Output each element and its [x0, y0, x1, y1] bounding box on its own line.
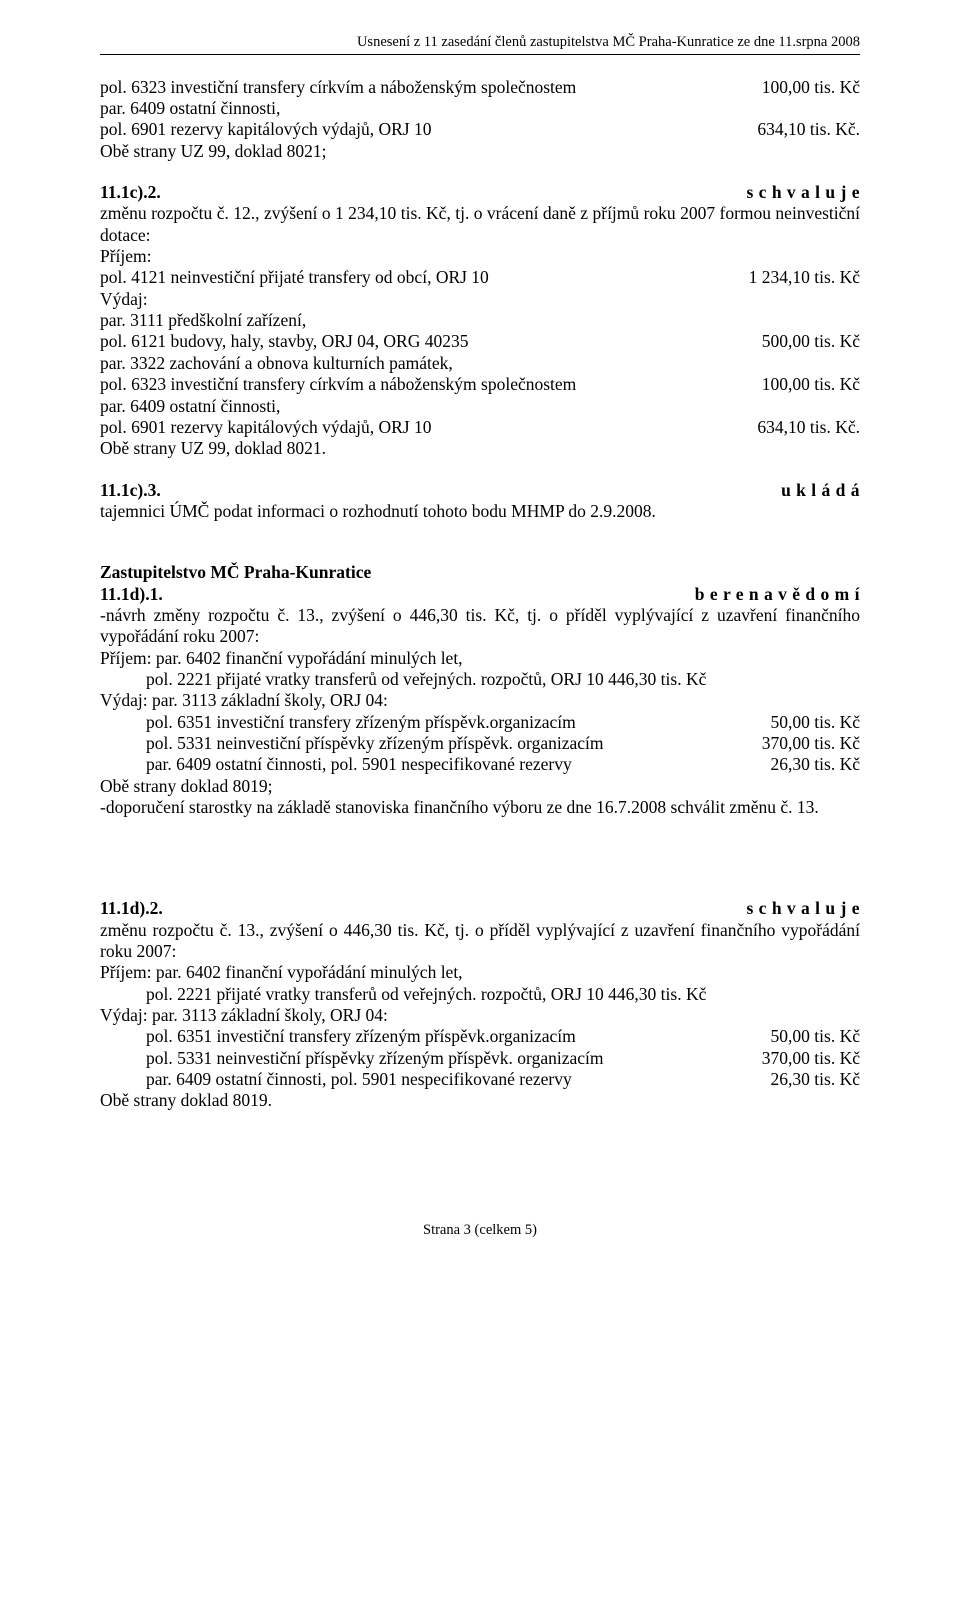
line-right: 1 234,10 tis. Kč — [749, 267, 860, 288]
text-line: par. 6409 ostatní činnosti, — [100, 98, 860, 119]
text-line: pol. 6351 investiční transfery zřízeným … — [100, 712, 860, 733]
text-line: změnu rozpočtu č. 13., zvýšení o 446,30 … — [100, 920, 860, 963]
text-line: par. 6409 ostatní činnosti, pol. 5901 ne… — [100, 1069, 860, 1090]
line-right: 634,10 tis. Kč. — [757, 119, 860, 140]
text-line: -návrh změny rozpočtu č. 13., zvýšení o … — [100, 605, 860, 648]
line-left: pol. 5331 neinvestiční příspěvky zřízený… — [100, 733, 762, 754]
text-line: tajemnici ÚMČ podat informaci o rozhodnu… — [100, 501, 860, 522]
line-left: pol. 6351 investiční transfery zřízeným … — [100, 1026, 771, 1047]
text-line: změnu rozpočtu č. 12., zvýšení o 1 234,1… — [100, 203, 860, 246]
text-line: par. 3322 zachování a obnova kulturních … — [100, 353, 860, 374]
document-page: Usnesení z 11 zasedání členů zastupitels… — [0, 0, 960, 1279]
text-line: pol. 6901 rezervy kapitálových výdajů, O… — [100, 119, 860, 140]
text-line: Obě strany UZ 99, doklad 8021; — [100, 141, 860, 162]
text-line: Obě strany UZ 99, doklad 8021. — [100, 438, 860, 459]
heading-left: 11.1c).3. — [100, 480, 781, 501]
line-right: 634,10 tis. Kč. — [757, 417, 860, 438]
heading-left: 11.1c).2. — [100, 182, 747, 203]
text-line: pol. 6121 budovy, haly, stavby, ORJ 04, … — [100, 331, 860, 352]
text-line: Příjem: — [100, 246, 860, 267]
text-line: Obě strany doklad 8019. — [100, 1090, 860, 1111]
text-line: pol. 5331 neinvestiční příspěvky zřízený… — [100, 1048, 860, 1069]
line-right: 50,00 tis. Kč — [771, 712, 860, 733]
line-left: pol. 4121 neinvestiční přijaté transfery… — [100, 267, 749, 288]
line-left: pol. 6351 investiční transfery zřízeným … — [100, 712, 771, 733]
section-title: Zastupitelstvo MČ Praha-Kunratice — [100, 562, 860, 583]
text-line: Výdaj: par. 3113 základní školy, ORJ 04: — [100, 1005, 860, 1026]
text-line: Příjem: par. 6402 finanční vypořádání mi… — [100, 962, 860, 983]
page-header: Usnesení z 11 zasedání členů zastupitels… — [100, 34, 860, 55]
text-line: Obě strany doklad 8019; — [100, 776, 860, 797]
line-left: pol. 6323 investiční transfery církvím a… — [100, 77, 762, 98]
text-line: pol. 2221 přijaté vratky transferů od ve… — [100, 669, 860, 690]
line-right: 100,00 tis. Kč — [762, 374, 860, 395]
heading-left: 11.1d).2. — [100, 898, 747, 919]
text-line: pol. 6323 investiční transfery církvím a… — [100, 77, 860, 98]
text-line: par. 6409 ostatní činnosti, — [100, 396, 860, 417]
section-heading: 11.1c).2. s c h v a l u j e — [100, 182, 860, 203]
heading-right: u k l á d á — [781, 480, 860, 501]
line-left: pol. 6901 rezervy kapitálových výdajů, O… — [100, 417, 757, 438]
line-right: 26,30 tis. Kč — [771, 754, 860, 775]
text-line: pol. 4121 neinvestiční přijaté transfery… — [100, 267, 860, 288]
text-line: pol. 2221 přijaté vratky transferů od ve… — [100, 984, 860, 1005]
text-line: Výdaj: par. 3113 základní školy, ORJ 04: — [100, 690, 860, 711]
line-left: pol. 6121 budovy, haly, stavby, ORJ 04, … — [100, 331, 762, 352]
text-line: pol. 6323 investiční transfery církvím a… — [100, 374, 860, 395]
text-line: par. 6409 ostatní činnosti, pol. 5901 ne… — [100, 754, 860, 775]
text-line: -doporučení starostky na základě stanovi… — [100, 797, 860, 818]
line-right: 370,00 tis. Kč — [762, 733, 860, 754]
text-line: par. 3111 předškolní zařízení, — [100, 310, 860, 331]
text-line: pol. 6351 investiční transfery zřízeným … — [100, 1026, 860, 1047]
heading-right: s c h v a l u j e — [747, 182, 861, 203]
line-right: 100,00 tis. Kč — [762, 77, 860, 98]
text-line: pol. 6901 rezervy kapitálových výdajů, O… — [100, 417, 860, 438]
section-heading: 11.1c).3. u k l á d á — [100, 480, 860, 501]
line-left: par. 6409 ostatní činnosti, pol. 5901 ne… — [100, 754, 771, 775]
line-left: par. 6409 ostatní činnosti, pol. 5901 ne… — [100, 1069, 771, 1090]
page-footer: Strana 3 (celkem 5) — [100, 1222, 860, 1240]
text-line: Výdaj: — [100, 289, 860, 310]
line-right: 370,00 tis. Kč — [762, 1048, 860, 1069]
text-line: Příjem: par. 6402 finanční vypořádání mi… — [100, 648, 860, 669]
section-heading: 11.1d).1. b e r e n a v ě d o m í — [100, 584, 860, 605]
section-heading: 11.1d).2. s c h v a l u j e — [100, 898, 860, 919]
heading-right: s c h v a l u j e — [747, 898, 861, 919]
line-right: 26,30 tis. Kč — [771, 1069, 860, 1090]
line-right: 50,00 tis. Kč — [771, 1026, 860, 1047]
text-line: pol. 5331 neinvestiční příspěvky zřízený… — [100, 733, 860, 754]
line-left: pol. 5331 neinvestiční příspěvky zřízený… — [100, 1048, 762, 1069]
heading-right: b e r e n a v ě d o m í — [695, 584, 860, 605]
line-left: pol. 6901 rezervy kapitálových výdajů, O… — [100, 119, 757, 140]
line-right: 500,00 tis. Kč — [762, 331, 860, 352]
line-left: pol. 6323 investiční transfery církvím a… — [100, 374, 762, 395]
heading-left: 11.1d).1. — [100, 584, 695, 605]
